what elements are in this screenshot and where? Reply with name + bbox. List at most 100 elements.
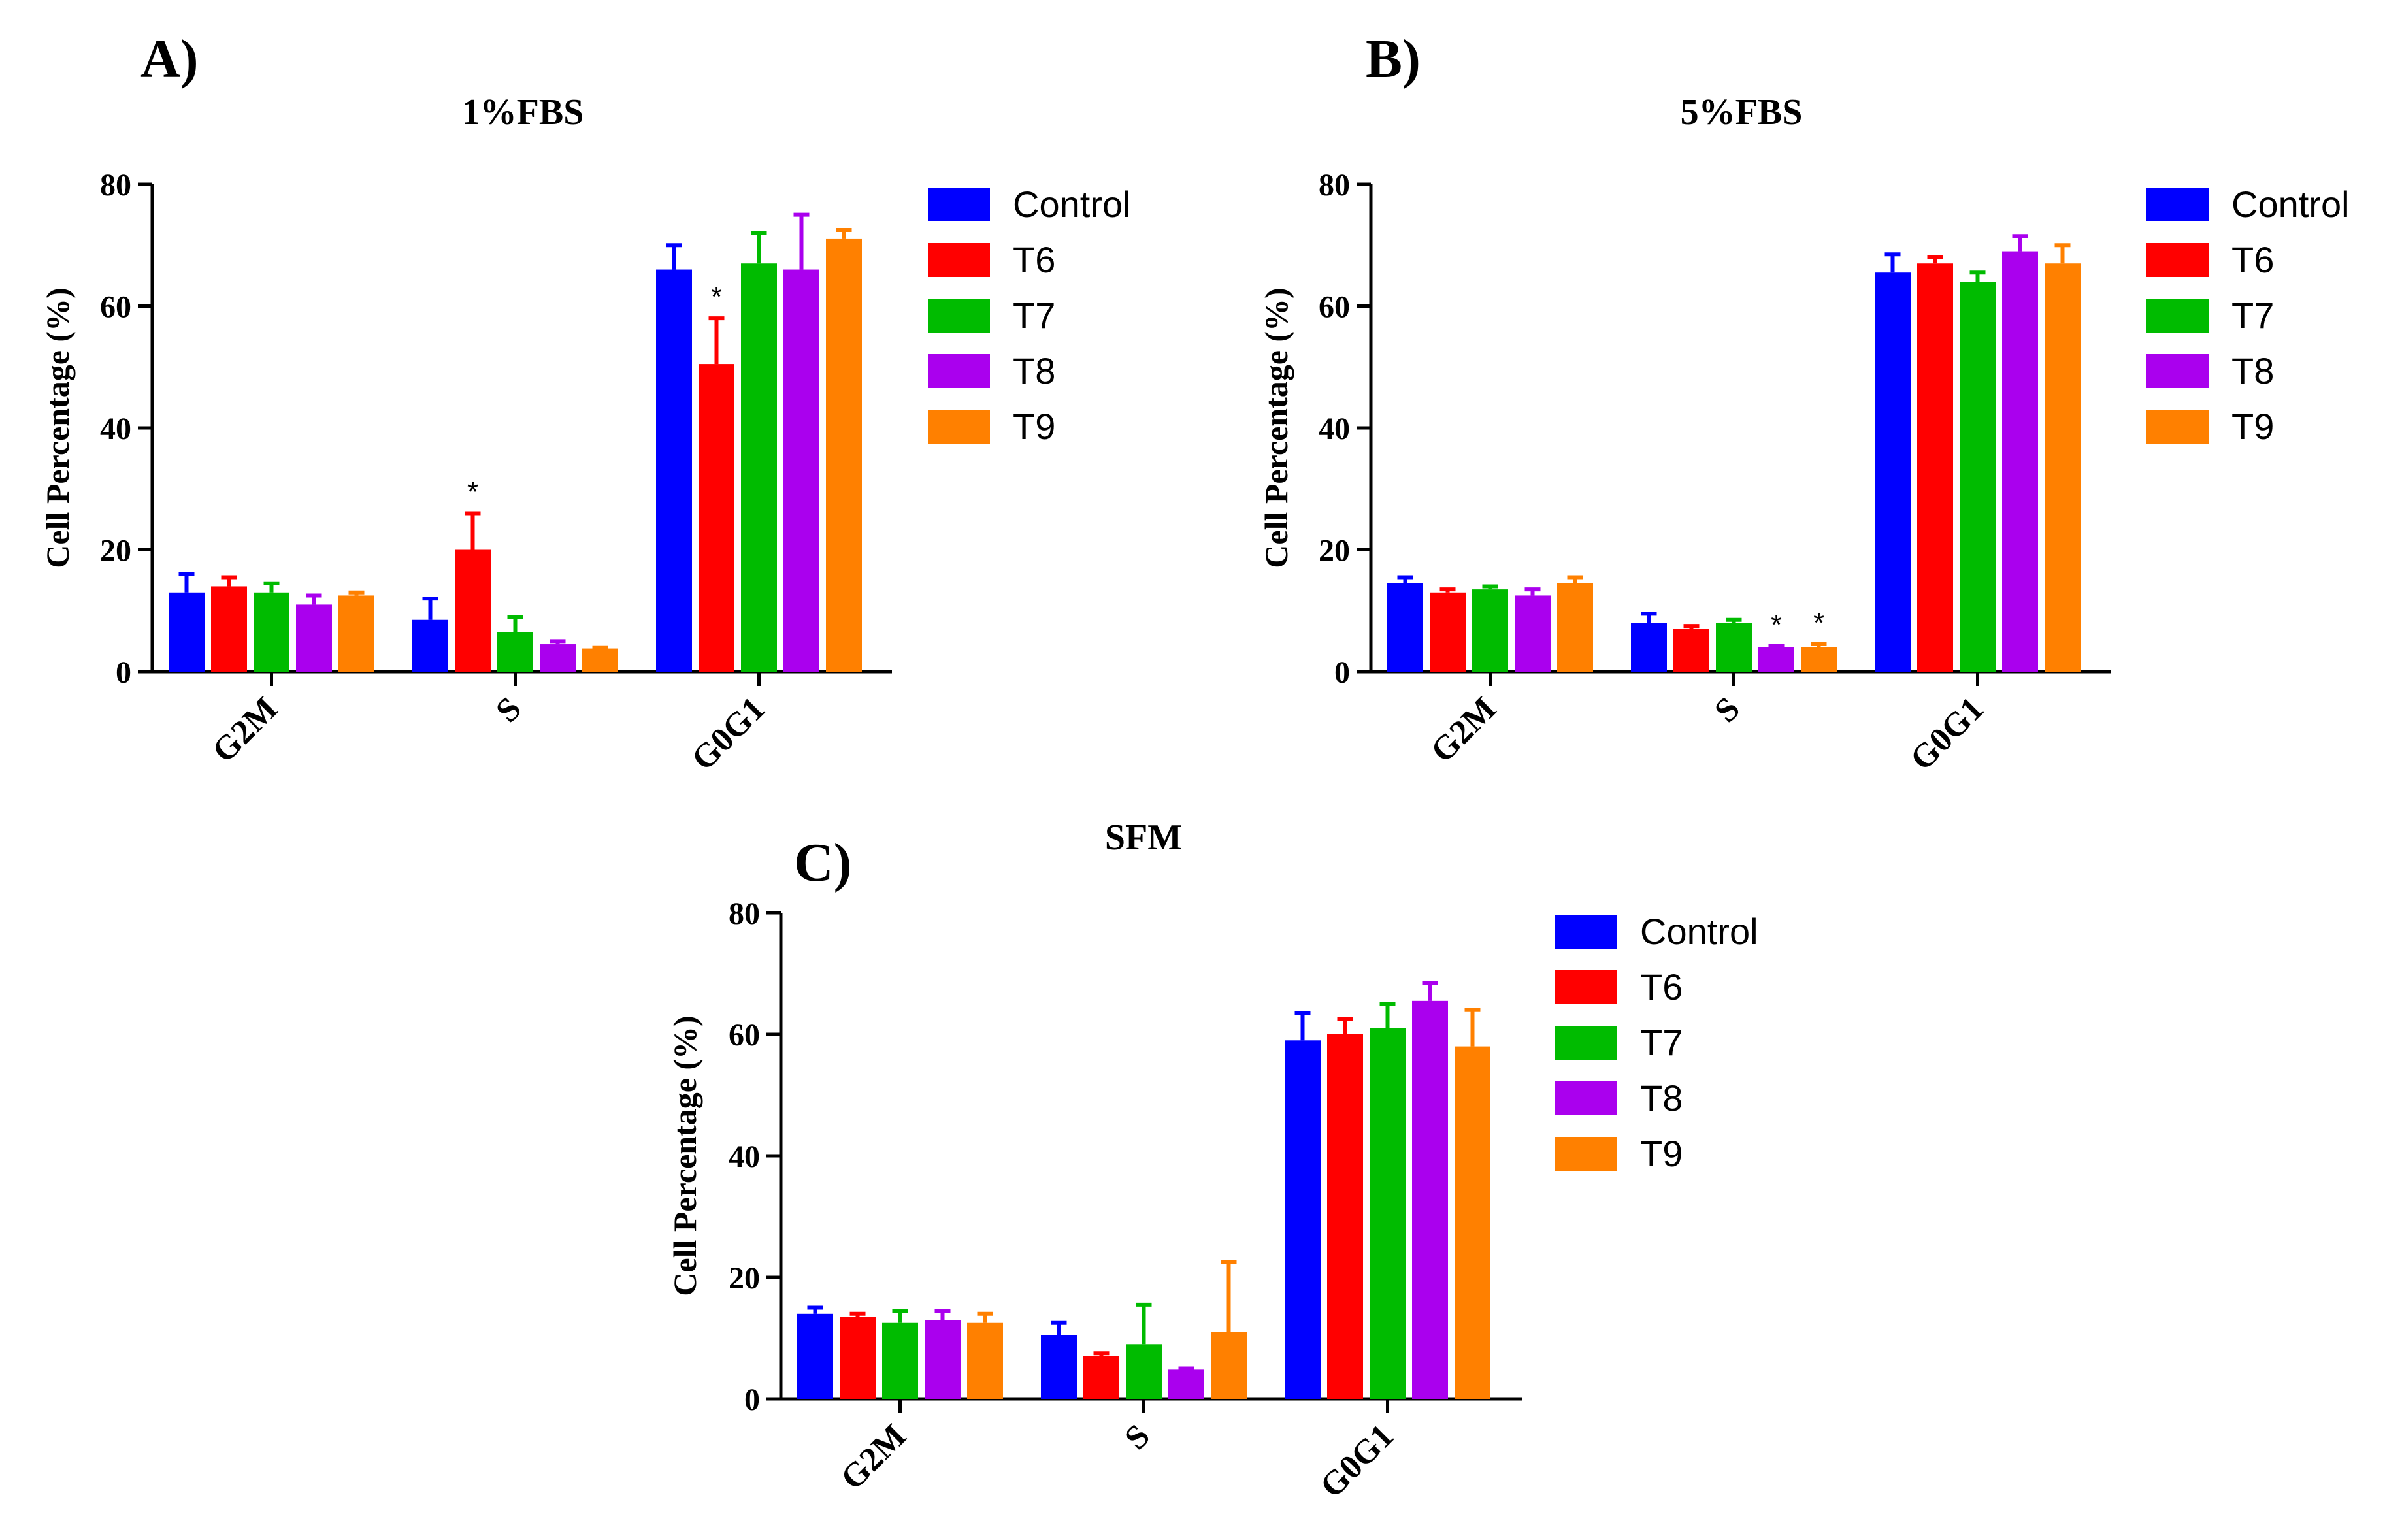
panel-title: SFM [1105,817,1182,858]
bar [1370,1028,1406,1399]
y-axis-label: Cell Percentage (%) [39,287,76,568]
legend-label: Control [1640,911,1758,952]
panel-title: 1%FBS [462,92,584,133]
y-tick-label: 60 [729,1018,760,1053]
bar [2045,263,2081,672]
legend-label: T8 [2231,350,2274,391]
y-tick-label: 0 [116,655,131,690]
bar [296,604,332,672]
x-tick-label: G2M [1424,690,1504,770]
panel-letter: B) [1366,29,1421,90]
y-tick-label: 40 [729,1139,760,1174]
chart-panel-2: B) 5%FBS Cell Percentage (%) 0 20 40 60 80 G2M S *… [1258,29,2350,778]
y-axis-label: Cell Percentage (%) [1258,287,1294,568]
bar [1716,623,1752,672]
bar [1387,583,1423,672]
bar [1515,595,1551,672]
bar [783,269,819,672]
y-tick-label: 60 [100,290,131,325]
legend-swatch [2146,410,2209,444]
legend-swatch [928,299,990,333]
bar [1875,272,1911,672]
y-tick-label: 40 [100,412,131,446]
bar [211,586,247,672]
bar [455,549,491,672]
chart-panel-3: C) SFM Cell Percentage (%) 0 20 40 60 80 G2M S G0G… [666,817,1758,1505]
x-tick-label: S [1707,690,1747,730]
bar [1211,1332,1247,1399]
bar [882,1322,918,1399]
y-tick-label: 80 [1319,168,1350,203]
bar [741,263,777,672]
bar [656,269,692,672]
bar [840,1317,876,1399]
legend-label: T8 [1640,1077,1683,1119]
legend-label: T6 [1013,239,1055,280]
bar [412,619,448,672]
legend-label: T9 [1013,406,1055,447]
bar [169,592,205,672]
y-tick-label: 20 [100,534,131,568]
legend-swatch [928,188,990,221]
y-tick-label: 60 [1319,290,1350,325]
bar [1041,1335,1077,1399]
legend-swatch [2146,354,2209,388]
bar [1801,647,1837,672]
bar [1412,1000,1448,1399]
legend-swatch [1555,970,1617,1004]
bar [338,595,374,672]
legend-swatch [928,243,990,277]
bar [1631,623,1667,672]
bar [540,644,576,672]
significance-star: * [711,281,722,313]
bar [1168,1369,1204,1399]
panel-letter: C) [794,832,852,893]
y-tick-label: 40 [1319,412,1350,446]
bar [699,364,734,672]
legend-label: Control [2231,184,2350,225]
significance-star: * [467,476,478,508]
legend-label: T7 [1013,295,1055,336]
x-tick-label: G0G1 [1313,1417,1401,1505]
y-tick-label: 80 [729,896,760,931]
legend-label: T8 [1013,350,1055,391]
legend-label: T7 [2231,295,2274,336]
bar [1917,263,1953,672]
bar [826,238,862,672]
legend-swatch [2146,243,2209,277]
legend-label: T7 [1640,1022,1683,1063]
bar [967,1322,1003,1399]
bar [797,1313,833,1399]
panel-letter: A) [140,29,199,90]
x-tick-label: G0G1 [1903,690,1991,778]
x-tick-label: G2M [834,1417,913,1497]
bar [1673,629,1709,672]
legend-swatch [928,410,990,444]
legend-label: T9 [1640,1133,1683,1174]
bar [1758,647,1794,672]
y-tick-label: 0 [1334,655,1350,690]
legend-swatch [2146,188,2209,221]
bar [1430,592,1466,672]
x-tick-label: G0G1 [685,690,772,778]
x-tick-label: G2M [205,690,285,770]
bar [254,592,289,672]
legend-swatch [2146,299,2209,333]
bar [1960,282,1996,672]
y-tick-label: 0 [744,1383,760,1417]
bar [1455,1046,1490,1399]
bar [1557,583,1593,672]
bar [1285,1040,1321,1399]
legend-swatch [1555,915,1617,949]
bar [925,1320,961,1399]
bar [1126,1344,1162,1399]
legend-swatch [1555,1026,1617,1060]
y-axis-label: Cell Percentage (%) [666,1015,703,1296]
legend-label: T6 [1640,966,1683,1008]
chart-panel-1: A) 1%FBS Cell Percentage (%) 0 20 40 60 80 G2M S *… [39,29,1131,778]
bar [1327,1034,1363,1399]
legend-label: T6 [2231,239,2274,280]
panel-title: 5%FBS [1681,92,1803,133]
bar [582,648,618,672]
